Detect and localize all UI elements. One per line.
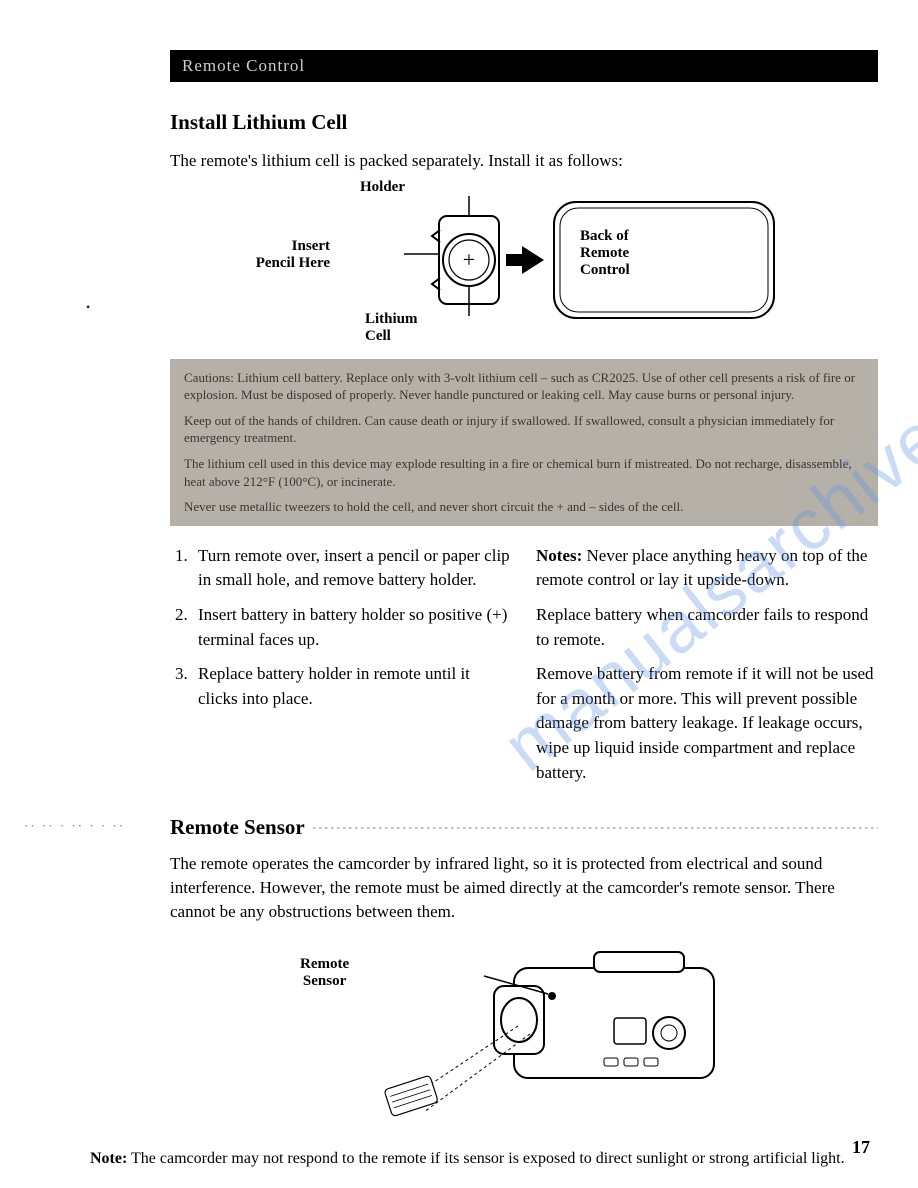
caution-p4: Never use metallic tweezers to hold the … xyxy=(184,498,864,516)
battery-diagram: Holder Insert Pencil Here Lithium Cell B… xyxy=(170,183,878,353)
footnote-text: The camcorder may not respond to the rem… xyxy=(127,1150,844,1167)
title-bar: Remote Control xyxy=(170,50,878,82)
label-lithium-cell: Lithium Cell xyxy=(365,311,418,345)
scan-noise-text: ·· ·· · ·· · · ·· xyxy=(24,818,125,834)
section1-heading: Install Lithium Cell xyxy=(170,110,878,135)
step-1: Turn remote over, insert a pencil or pap… xyxy=(192,544,512,593)
install-two-col: Turn remote over, insert a pencil or pap… xyxy=(170,544,878,796)
caution-p2: Keep out of the hands of children. Can c… xyxy=(184,412,864,447)
dot-marker: • xyxy=(86,300,90,315)
caution-p1: Cautions: Lithium cell battery. Replace … xyxy=(184,369,864,404)
section1-intro: The remote's lithium cell is packed sepa… xyxy=(170,149,878,173)
install-notes: Notes: Never place anything heavy on top… xyxy=(536,544,878,796)
section2-heading: Remote Sensor xyxy=(170,815,305,840)
caution-box: Cautions: Lithium cell battery. Replace … xyxy=(170,359,878,526)
note-1: Never place anything heavy on top of the… xyxy=(536,546,867,590)
sensor-diagram: Remote Sensor xyxy=(170,938,878,1128)
sensor-footnote: Note: The camcorder may not respond to t… xyxy=(90,1148,878,1170)
notes-label: Notes: xyxy=(536,546,582,565)
note-2: Replace battery when camcorder fails to … xyxy=(536,603,878,652)
label-holder: Holder xyxy=(360,179,405,196)
dotted-rule xyxy=(313,826,878,830)
section2-body: The remote operates the camcorder by inf… xyxy=(170,852,878,923)
sensor-heading-row: Remote Sensor xyxy=(170,815,878,840)
note-3: Remove battery from remote if it will no… xyxy=(536,662,878,785)
label-back-remote: Back of Remote Control xyxy=(580,228,630,279)
step-2: Insert battery in battery holder so posi… xyxy=(192,603,512,652)
svg-text:+: + xyxy=(463,247,475,272)
label-insert-pencil: Insert Pencil Here xyxy=(240,238,330,272)
label-remote-sensor: Remote Sensor xyxy=(300,956,349,990)
install-steps: Turn remote over, insert a pencil or pap… xyxy=(170,544,512,712)
step-3: Replace battery holder in remote until i… xyxy=(192,662,512,711)
footnote-label: Note: xyxy=(90,1150,127,1167)
page-number: 17 xyxy=(852,1137,870,1158)
caution-p3: The lithium cell used in this device may… xyxy=(184,455,864,490)
camcorder-svg xyxy=(294,938,754,1128)
